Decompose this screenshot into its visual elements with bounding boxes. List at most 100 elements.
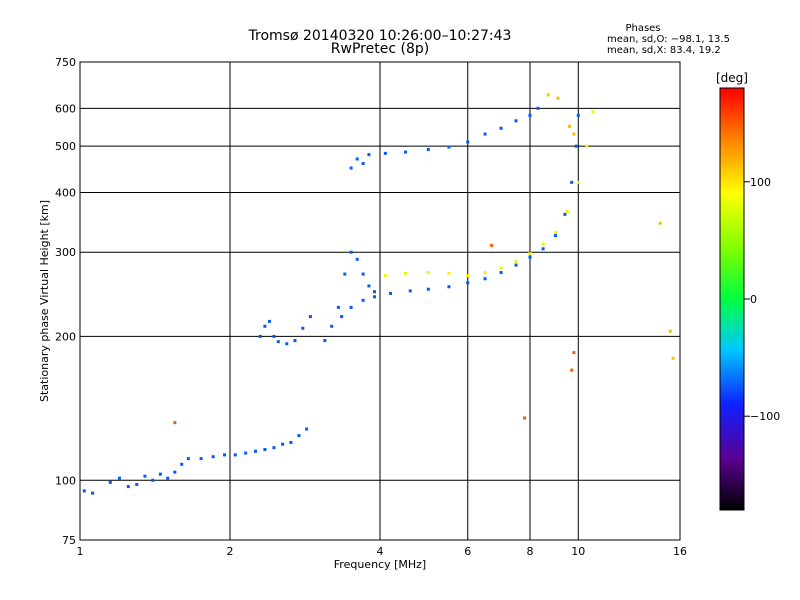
data-point — [361, 298, 365, 302]
stats-line-o: mean, sd,O: −98.1, 13.5 — [607, 34, 730, 45]
axis-ticks: 1 2 4 6 8 10 16 75 100 200 300 400 500 600 750 — [55, 56, 687, 558]
data-point — [389, 291, 393, 295]
data-point — [483, 271, 487, 275]
chart-subtitle: RwPretec (8p) — [331, 41, 429, 57]
data-point — [323, 339, 327, 343]
data-point — [293, 339, 297, 343]
data-point — [258, 334, 262, 338]
data-point — [267, 319, 271, 323]
data-point — [426, 287, 430, 291]
y-tick-label: 200 — [55, 330, 76, 343]
data-point — [135, 482, 139, 486]
data-point — [151, 478, 155, 482]
data-point — [173, 421, 177, 425]
data-point — [301, 326, 305, 330]
data-point — [117, 476, 121, 480]
data-point — [355, 257, 359, 261]
data-point — [383, 151, 387, 155]
data-point — [343, 272, 347, 276]
x-tick-label: 2 — [227, 545, 234, 558]
y-tick-label: 300 — [55, 246, 76, 259]
y-tick-label: 500 — [55, 140, 76, 153]
x-tick-label: 4 — [377, 545, 384, 558]
data-point — [570, 368, 574, 372]
data-point — [263, 324, 267, 328]
data-point — [383, 274, 387, 278]
data-point — [272, 334, 276, 338]
colorbar-ticks: 100 0 −100 — [744, 176, 780, 423]
colorbar — [719, 87, 745, 511]
y-tick-label: 600 — [55, 102, 76, 115]
data-point — [570, 180, 574, 184]
data-point — [361, 272, 365, 276]
data-point — [305, 427, 309, 431]
data-point — [541, 247, 545, 251]
data-point — [567, 124, 571, 128]
colorbar-tick-label: −100 — [750, 410, 780, 423]
x-tick-label: 8 — [527, 545, 534, 558]
data-point — [426, 148, 430, 152]
data-point — [447, 285, 451, 289]
data-point — [563, 212, 567, 216]
data-point — [367, 284, 371, 288]
data-point — [483, 277, 487, 281]
data-point — [658, 221, 662, 225]
data-point — [536, 106, 540, 110]
x-tick-label: 10 — [571, 545, 585, 558]
data-point — [253, 449, 257, 453]
data-point — [349, 166, 353, 170]
stats-line-x: mean, sd,X: 83.4, 19.2 — [607, 45, 721, 56]
data-point — [211, 455, 215, 459]
data-point — [528, 113, 532, 117]
data-point — [263, 447, 267, 451]
data-point — [565, 210, 569, 214]
data-point — [466, 140, 470, 144]
grid-lines — [80, 62, 680, 540]
data-point — [186, 457, 190, 461]
data-point — [308, 315, 312, 319]
data-point — [285, 342, 289, 346]
data-point — [373, 295, 377, 299]
data-point — [82, 489, 86, 493]
data-point — [276, 340, 280, 344]
data-point — [553, 234, 557, 238]
y-tick-label: 100 — [55, 474, 76, 487]
data-point — [572, 351, 576, 355]
data-point — [244, 451, 248, 455]
data-point — [349, 305, 353, 309]
data-points — [82, 93, 675, 495]
data-point — [572, 132, 576, 136]
data-point — [166, 476, 170, 480]
data-point — [668, 329, 672, 333]
data-point — [349, 250, 353, 254]
data-point — [158, 472, 162, 476]
colorbar-label: [deg] — [716, 71, 748, 85]
data-point — [499, 126, 503, 130]
data-point — [541, 242, 545, 246]
data-point — [330, 324, 334, 328]
data-point — [576, 180, 580, 184]
data-point — [199, 457, 203, 461]
data-point — [173, 470, 177, 474]
data-point — [143, 474, 147, 478]
data-point — [361, 161, 365, 165]
data-point — [297, 434, 301, 438]
data-point — [91, 491, 95, 495]
data-point — [556, 96, 560, 100]
data-point — [447, 145, 451, 149]
data-point — [574, 144, 578, 148]
y-axis-label: Stationary phase Virtual Height [km] — [38, 200, 51, 402]
data-point — [108, 480, 112, 484]
y-tick-label: 750 — [55, 56, 76, 69]
x-tick-label: 16 — [673, 545, 687, 558]
x-tick-label: 1 — [77, 545, 84, 558]
data-point — [671, 356, 675, 360]
data-point — [367, 153, 371, 157]
data-point — [223, 453, 227, 457]
y-tick-label: 75 — [62, 534, 76, 547]
chart-title: Tromsø 20140320 10:26:00–10:27:43 — [248, 28, 512, 44]
data-point — [126, 485, 130, 489]
data-point — [514, 259, 518, 263]
data-point — [281, 442, 285, 446]
